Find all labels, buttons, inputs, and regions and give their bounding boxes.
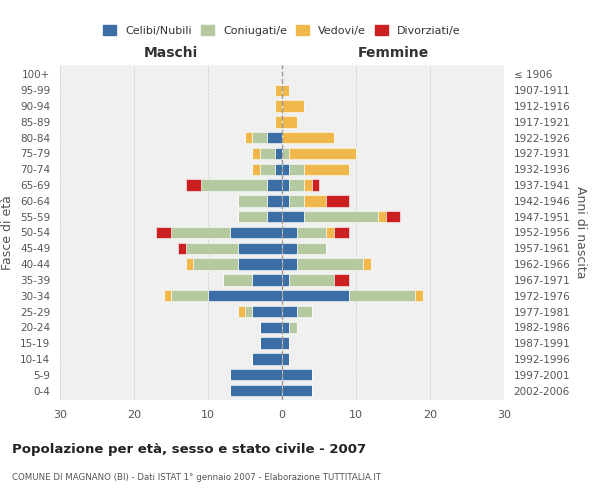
Text: COMUNE DI MAGNANO (BI) - Dati ISTAT 1° gennaio 2007 - Elaborazione TUTTITALIA.IT: COMUNE DI MAGNANO (BI) - Dati ISTAT 1° g… bbox=[12, 472, 381, 482]
Bar bbox=[253, 353, 282, 364]
Bar bbox=[267, 195, 282, 206]
Bar bbox=[267, 132, 282, 143]
Bar bbox=[260, 148, 275, 159]
Bar bbox=[289, 180, 304, 191]
Bar bbox=[260, 338, 282, 349]
Bar bbox=[186, 180, 200, 191]
Bar bbox=[304, 164, 349, 175]
Bar bbox=[186, 242, 238, 254]
Bar bbox=[275, 164, 282, 175]
Bar bbox=[282, 353, 289, 364]
Bar bbox=[378, 211, 386, 222]
Bar bbox=[275, 100, 282, 112]
Bar bbox=[238, 211, 267, 222]
Bar bbox=[282, 211, 304, 222]
Bar bbox=[289, 195, 304, 206]
Text: Maschi: Maschi bbox=[144, 46, 198, 60]
Bar bbox=[289, 274, 334, 285]
Bar bbox=[304, 180, 311, 191]
Bar bbox=[260, 164, 275, 175]
Bar bbox=[275, 148, 282, 159]
Bar bbox=[386, 211, 400, 222]
Bar bbox=[282, 369, 311, 380]
Bar bbox=[334, 274, 349, 285]
Bar bbox=[193, 258, 238, 270]
Bar bbox=[178, 242, 186, 254]
Bar bbox=[311, 180, 319, 191]
Bar bbox=[260, 322, 282, 333]
Bar bbox=[326, 195, 349, 206]
Bar bbox=[253, 164, 260, 175]
Bar bbox=[304, 211, 378, 222]
Bar bbox=[297, 242, 326, 254]
Bar bbox=[282, 227, 297, 238]
Bar bbox=[282, 306, 297, 317]
Bar bbox=[282, 195, 289, 206]
Bar bbox=[349, 290, 415, 302]
Bar bbox=[230, 369, 282, 380]
Bar bbox=[238, 258, 282, 270]
Bar bbox=[275, 84, 282, 96]
Bar bbox=[171, 227, 230, 238]
Bar bbox=[326, 227, 334, 238]
Bar bbox=[289, 322, 297, 333]
Bar bbox=[275, 116, 282, 128]
Bar bbox=[156, 227, 171, 238]
Bar bbox=[164, 290, 171, 302]
Bar bbox=[238, 242, 282, 254]
Bar bbox=[238, 306, 245, 317]
Bar bbox=[282, 100, 304, 112]
Bar bbox=[267, 180, 282, 191]
Bar bbox=[230, 227, 282, 238]
Bar bbox=[223, 274, 253, 285]
Bar bbox=[415, 290, 422, 302]
Bar bbox=[282, 242, 297, 254]
Bar bbox=[282, 180, 289, 191]
Bar bbox=[267, 211, 282, 222]
Bar bbox=[304, 195, 326, 206]
Bar bbox=[282, 148, 289, 159]
Bar bbox=[364, 258, 371, 270]
Bar bbox=[186, 258, 193, 270]
Bar bbox=[253, 148, 260, 159]
Bar bbox=[282, 322, 289, 333]
Bar bbox=[282, 290, 349, 302]
Bar bbox=[297, 258, 364, 270]
Bar bbox=[282, 385, 311, 396]
Bar bbox=[282, 132, 334, 143]
Bar bbox=[245, 132, 253, 143]
Legend: Celibi/Nubili, Coniugati/e, Vedovi/e, Divorziati/e: Celibi/Nubili, Coniugati/e, Vedovi/e, Di… bbox=[99, 20, 465, 40]
Bar bbox=[297, 227, 326, 238]
Y-axis label: Fasce di età: Fasce di età bbox=[1, 195, 14, 270]
Bar bbox=[208, 290, 282, 302]
Bar bbox=[230, 385, 282, 396]
Bar bbox=[282, 84, 289, 96]
Bar bbox=[289, 164, 304, 175]
Y-axis label: Anni di nascita: Anni di nascita bbox=[574, 186, 587, 279]
Bar bbox=[171, 290, 208, 302]
Bar bbox=[282, 274, 289, 285]
Text: Popolazione per età, sesso e stato civile - 2007: Popolazione per età, sesso e stato civil… bbox=[12, 442, 366, 456]
Bar bbox=[289, 148, 356, 159]
Bar bbox=[245, 306, 253, 317]
Bar bbox=[253, 132, 267, 143]
Bar bbox=[297, 306, 311, 317]
Bar bbox=[282, 164, 289, 175]
Bar bbox=[253, 274, 282, 285]
Text: Femmine: Femmine bbox=[358, 46, 428, 60]
Bar bbox=[282, 116, 297, 128]
Bar bbox=[334, 227, 349, 238]
Bar bbox=[200, 180, 267, 191]
Bar bbox=[238, 195, 267, 206]
Bar bbox=[282, 338, 289, 349]
Bar bbox=[282, 258, 297, 270]
Bar bbox=[253, 306, 282, 317]
